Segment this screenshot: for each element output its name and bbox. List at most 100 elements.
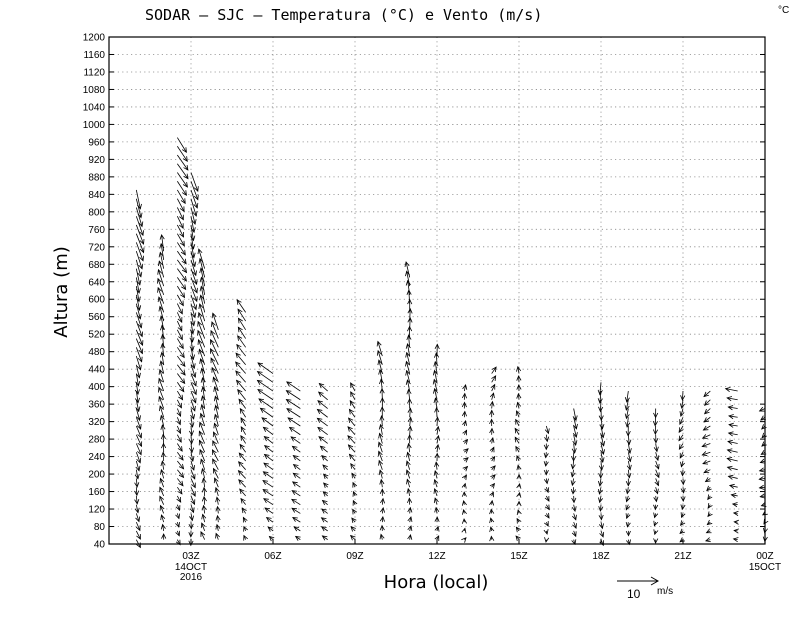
wind-vector (242, 516, 248, 523)
vector-head (516, 392, 522, 399)
vector-head (285, 390, 292, 396)
wind-vector (730, 493, 738, 499)
vector-shaft (135, 478, 138, 487)
vector-head (704, 537, 711, 543)
wind-vector (625, 417, 631, 428)
vector-shaft (237, 335, 246, 348)
vector-shaft (176, 320, 183, 331)
wind-vector (653, 443, 659, 453)
wind-vector (348, 408, 356, 418)
vector-head (728, 483, 735, 489)
vector-head (190, 465, 195, 471)
vector-head (654, 463, 660, 470)
vector-head (653, 437, 659, 444)
vector-shaft (176, 303, 183, 314)
vector-shaft (238, 452, 246, 462)
vector-shaft (238, 398, 246, 409)
x-tick-label: 06Z (264, 551, 281, 562)
vector-head (405, 469, 411, 476)
vector-head (160, 333, 166, 340)
vector-head (262, 488, 269, 494)
vector-shaft (654, 417, 657, 426)
vector-head (625, 521, 631, 528)
wind-vector (489, 491, 494, 498)
wind-vector (176, 329, 183, 341)
reference-arrow-head (650, 576, 660, 586)
wind-vector (213, 413, 219, 427)
vector-head (238, 452, 244, 459)
vector-shaft (292, 445, 301, 453)
wind-vector (320, 517, 328, 523)
wind-vector (199, 412, 206, 427)
wind-vector (256, 379, 274, 392)
wind-vector (680, 504, 686, 511)
vector-head (571, 448, 577, 454)
wind-vector (654, 469, 660, 479)
vector-head (680, 504, 686, 511)
wind-vector (135, 286, 141, 303)
wind-vector (177, 460, 185, 470)
wind-vector (177, 478, 184, 487)
vector-head (321, 455, 327, 461)
vector-shaft (199, 440, 206, 453)
wind-vector (160, 514, 166, 523)
wind-vector (318, 382, 328, 392)
vector-head (176, 428, 182, 435)
vector-head (349, 399, 355, 406)
vector-head (758, 484, 765, 490)
vector-head (599, 531, 605, 538)
vector-head (190, 243, 196, 250)
vector-shaft (217, 515, 219, 523)
vector-head (136, 313, 142, 320)
wind-vector (404, 261, 411, 278)
wind-vector (490, 465, 496, 471)
wind-vector (262, 480, 274, 488)
vector-shaft (236, 380, 246, 392)
wind-vector (759, 493, 766, 499)
vector-head (178, 343, 184, 350)
wind-vector (265, 517, 274, 523)
wind-vector (544, 537, 550, 543)
vector-shaft (211, 321, 219, 339)
vector-head (179, 240, 185, 247)
vector-head (378, 423, 384, 430)
y-tick-label: 640 (88, 277, 105, 288)
wind-vector (190, 355, 196, 370)
wind-vector (261, 417, 274, 427)
vector-shaft (202, 377, 206, 392)
wind-vector (135, 513, 141, 523)
vector-head (237, 335, 243, 341)
vector-shaft (176, 338, 184, 349)
vector-shaft (599, 504, 602, 511)
vector-head (350, 382, 355, 388)
wind-vector (243, 534, 248, 541)
vector-head (256, 371, 263, 377)
vector-head (625, 530, 631, 537)
vector-shaft (199, 422, 206, 435)
x-tick-label: 09Z (346, 551, 363, 562)
vector-head (516, 500, 522, 507)
wind-vector (680, 478, 686, 486)
vector-shaft (177, 364, 186, 376)
vector-head (237, 389, 243, 395)
wind-vector (201, 495, 207, 505)
wind-vector (176, 198, 185, 213)
vector-shaft (291, 507, 301, 514)
wind-vector (135, 268, 142, 286)
vector-head (406, 388, 412, 395)
wind-vector (407, 416, 413, 427)
vector-shaft (135, 487, 138, 496)
wind-vector (516, 464, 522, 471)
vector-head (135, 380, 141, 387)
wind-vector (135, 443, 142, 456)
vector-head (679, 528, 685, 535)
vector-head (516, 401, 522, 408)
vector-head (193, 194, 199, 201)
vector-head (570, 488, 576, 495)
vector-head (376, 340, 382, 347)
vector-head (160, 424, 166, 430)
wind-vector (489, 446, 495, 453)
vector-head (489, 491, 494, 498)
wind-vector (190, 390, 197, 404)
wind-vector (200, 522, 206, 532)
